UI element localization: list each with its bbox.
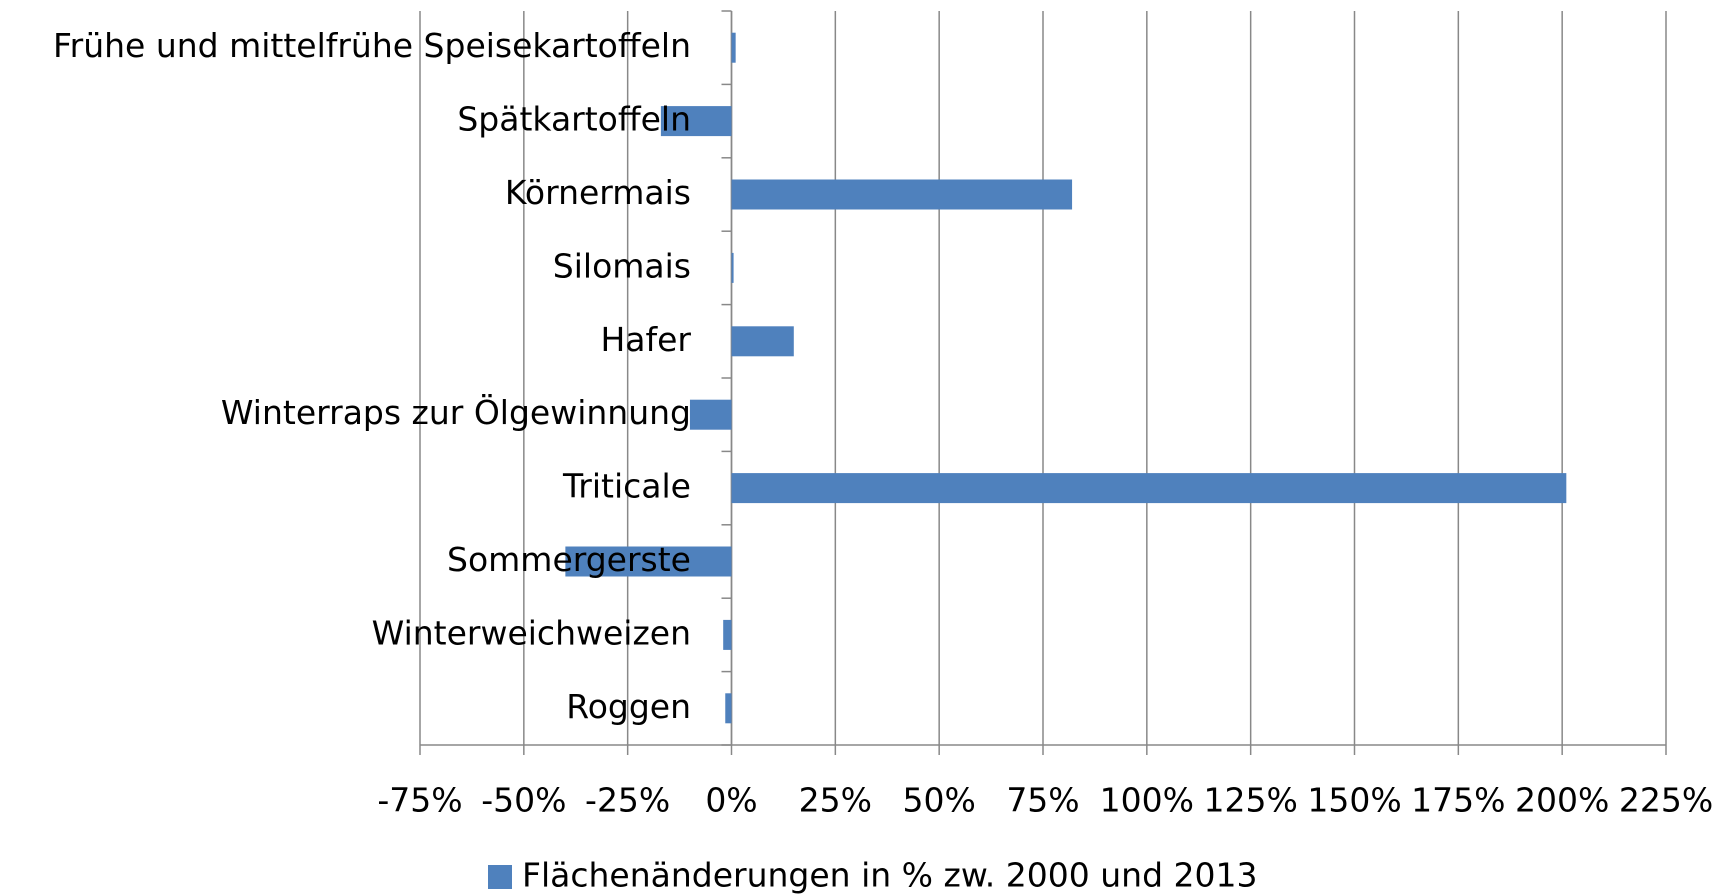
legend-swatch	[488, 865, 512, 889]
x-tick-label: -50%	[481, 781, 566, 820]
bar	[660, 106, 732, 137]
y-tick-label: Sommergerste	[447, 540, 691, 579]
bar	[723, 619, 732, 650]
y-tick-label: Spätkartoffeln	[457, 100, 691, 139]
x-tick-label: 150%	[1307, 781, 1401, 820]
x-tick-label: 225%	[1619, 781, 1713, 820]
bar	[731, 32, 736, 63]
y-tick-label: Winterweichweizen	[372, 613, 691, 652]
x-tick-label: 175%	[1411, 781, 1505, 820]
x-tick-label: 0%	[705, 781, 757, 820]
x-tick-label: 25%	[799, 781, 872, 820]
legend-label: Flächenänderungen in % zw. 2000 und 2013	[522, 856, 1258, 895]
x-tick-label: 200%	[1515, 781, 1609, 820]
bar	[565, 546, 732, 577]
x-tick-label: 125%	[1203, 781, 1297, 820]
y-tick-label: Winterraps zur Ölgewinnung	[221, 392, 691, 432]
bar	[731, 179, 1073, 210]
y-tick-label: Frühe und mittelfrühe Speisekartoffeln	[53, 26, 691, 65]
x-tick-label: 75%	[1006, 781, 1079, 820]
y-tick-label: Triticale	[562, 467, 691, 506]
bar	[731, 473, 1567, 504]
x-tick-label: -25%	[585, 781, 670, 820]
y-tick-label: Roggen	[566, 687, 691, 726]
x-tick-label: 100%	[1100, 781, 1194, 820]
x-tick-label: -75%	[377, 781, 462, 820]
bar	[725, 693, 732, 724]
x-tick-label: 50%	[902, 781, 975, 820]
bar	[731, 326, 794, 357]
y-tick-label: Silomais	[553, 246, 691, 285]
bar	[731, 252, 734, 283]
y-tick-label: Hafer	[600, 320, 691, 359]
bar	[689, 399, 732, 430]
y-tick-label: Körnermais	[505, 173, 691, 212]
